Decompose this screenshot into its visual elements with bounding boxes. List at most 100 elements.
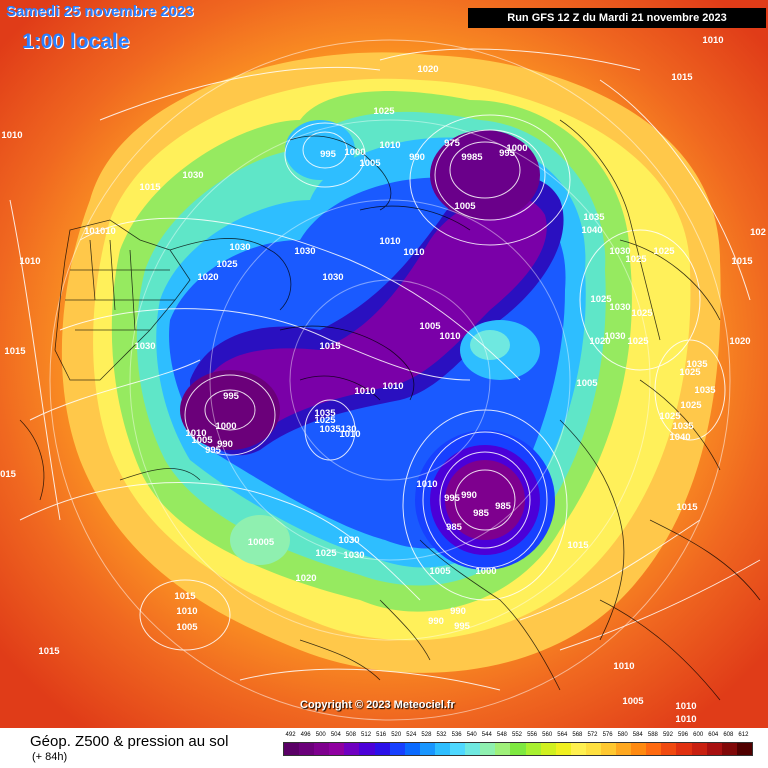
- scale-label: 512: [361, 732, 372, 738]
- forecast-date: Samedi 25 novembre 2023: [6, 3, 194, 20]
- scale-swatch: [616, 743, 632, 755]
- isobar-label: 990: [428, 616, 444, 627]
- scale-swatch: [555, 743, 571, 755]
- isobar-label: 1020: [295, 573, 316, 584]
- isobar-label: 10005: [248, 537, 275, 548]
- isobar-label: 102: [750, 227, 766, 238]
- isobar-label: 1020: [197, 272, 218, 283]
- isobar-label: 1010: [613, 661, 634, 672]
- isobar-label: 985: [495, 501, 512, 512]
- isobar-label: 1005: [454, 201, 476, 212]
- isobar-label: 1025: [590, 294, 612, 305]
- isobar-label: 1035130: [320, 424, 357, 435]
- isobar-label: 015: [0, 469, 17, 480]
- isobar-label: 1030: [609, 246, 630, 257]
- isobar-label: 990: [461, 490, 477, 501]
- isobar-label: 995: [205, 445, 222, 456]
- isobar-label: 1030: [343, 550, 364, 561]
- isobar-label: 1030: [182, 170, 203, 181]
- isobar-label: 1015: [139, 182, 161, 193]
- isobar-label: 1015: [671, 72, 693, 83]
- scale-label: 588: [647, 732, 658, 738]
- scale-swatch: [359, 743, 375, 755]
- scale-swatch: [404, 743, 420, 755]
- scale-label: 552: [511, 732, 523, 738]
- scale-label: 560: [542, 732, 553, 738]
- isobar-label: 975: [444, 138, 461, 149]
- scale-label: 508: [345, 732, 356, 738]
- isobar-label: 1025: [679, 367, 701, 378]
- isobar-label: 1030: [604, 331, 625, 342]
- isobar-label: 990: [217, 439, 233, 450]
- color-scale-labels: 492 496 500 504 508 512 516 520 524 528 532 536 540 5…: [283, 732, 751, 742]
- scale-label: 516: [376, 732, 387, 738]
- isobar-label: 1000: [475, 566, 496, 577]
- isobar-label: 995: [454, 621, 471, 632]
- scale-swatch: [465, 743, 481, 755]
- isobar-label: 985: [446, 522, 463, 533]
- scale-swatch: [434, 743, 451, 755]
- isobar-label: 1015: [319, 341, 341, 352]
- isobar-label: 1010: [382, 381, 403, 392]
- isobar-label: 1010: [176, 606, 197, 617]
- isobar-label: 995: [499, 148, 516, 159]
- isobar-label: 1010: [379, 236, 400, 247]
- isobar-label: 1010: [19, 256, 40, 267]
- isobar-label: 1025: [315, 548, 337, 559]
- isobar-label: 1025: [216, 259, 238, 270]
- scale-label: 556: [527, 732, 538, 738]
- scale-label: 612: [738, 732, 749, 738]
- scale-swatch: [299, 743, 315, 755]
- scale-swatch: [374, 743, 390, 755]
- scale-label: 496: [300, 732, 311, 738]
- isobar-label: 1010: [403, 247, 424, 258]
- scale-label: 524: [406, 732, 417, 738]
- model-run-banner: Run GFS 12 Z du Mardi 21 novembre 2023: [468, 8, 766, 28]
- isobar-label: 1020: [729, 336, 750, 347]
- scale-label: 600: [693, 732, 704, 738]
- isobar-label: 990: [450, 606, 466, 617]
- scale-swatch: [344, 743, 360, 755]
- scale-label: 576: [602, 732, 613, 738]
- scale-swatch: [676, 743, 692, 755]
- forecast-local-time: 1:00 locale: [22, 30, 130, 53]
- isobar-label: 1025: [659, 411, 681, 422]
- scale-swatch: [706, 743, 722, 755]
- isobar-label: 1005: [191, 435, 213, 446]
- isobar-label: 1030: [322, 272, 343, 283]
- scale-label: 504: [330, 732, 341, 738]
- isobar-label: 1010: [439, 331, 460, 342]
- scale-label: 532: [436, 732, 447, 738]
- lead-time: (+ 84h): [32, 751, 68, 763]
- scale-label: 528: [421, 732, 432, 738]
- scale-swatch: [600, 743, 617, 755]
- isobar-label: 1020: [417, 64, 438, 75]
- scale-swatch: [631, 743, 647, 755]
- scale-label: 544: [481, 732, 492, 738]
- isobar-label: 9985: [461, 152, 483, 163]
- isobar-label: 1005: [622, 696, 644, 707]
- isobar-label: 1035: [672, 421, 694, 432]
- isobar-label: 1020: [589, 336, 610, 347]
- isobar-label: 1040: [669, 432, 690, 443]
- scale-swatch: [480, 743, 496, 755]
- scale-swatch: [691, 743, 707, 755]
- isobar-label: 1000: [344, 147, 365, 158]
- isobar-label: 995: [223, 391, 240, 402]
- scale-label: 536: [451, 732, 462, 738]
- isobar-label: 1010: [185, 428, 206, 439]
- copyright-notice: Copyright © 2023 Meteociel.fr: [300, 699, 455, 711]
- weather-map: 1010 1020 1015 1025 1010 975 1000 995 9985 995 100…: [0, 0, 768, 728]
- isobar-label: 1015: [567, 540, 589, 551]
- isobar-label: 1005: [576, 378, 598, 389]
- scale-label: 604: [708, 732, 719, 738]
- scale-swatch: [419, 743, 435, 755]
- isobar-label: 995: [320, 149, 337, 160]
- isobar-label: 1030: [229, 242, 250, 253]
- scale-swatch: [525, 743, 541, 755]
- isobar-label: 1010: [1, 130, 22, 141]
- isobar-label: 1035: [686, 359, 708, 370]
- isobar-label: 1000: [506, 143, 527, 154]
